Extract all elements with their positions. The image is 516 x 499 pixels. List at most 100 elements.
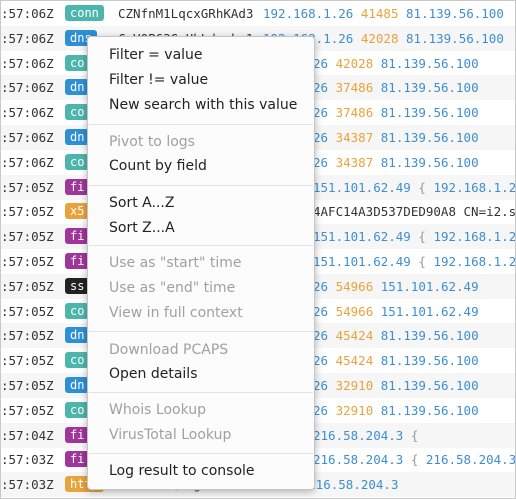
log-type-badge[interactable]: x5 [65, 203, 90, 219]
brace-text[interactable]: { [418, 229, 426, 244]
table-row[interactable]: :57:05Z co 26 54966 151.101.62.49 [1, 299, 515, 324]
log-type-badge[interactable]: co [65, 303, 90, 319]
ip-value[interactable]: 151.101.62.49 [313, 254, 411, 269]
filter-equals-item[interactable]: Filter = value [109, 47, 203, 63]
open-details-item[interactable]: Open details [109, 366, 198, 382]
table-row[interactable]: :57:05Z co 26 32910 81.139.56.100 [1, 398, 515, 423]
ip-value[interactable]: 216.58.204.3 [308, 477, 399, 492]
log-type-badge[interactable]: co [65, 104, 90, 120]
count-by-field-item[interactable]: Count by field [109, 158, 207, 174]
port-value[interactable]: 32910 [335, 403, 374, 418]
log-type-badge[interactable]: dn [65, 79, 90, 95]
port-value[interactable]: 45424 [335, 328, 374, 343]
table-row[interactable]: :57:06Z conn CZNfnM1LqcxGRhKAd3 192.168.1.2… [1, 1, 515, 26]
ip-value[interactable]: 26 [313, 155, 329, 170]
ip-value[interactable]: 81.139.56.100 [380, 378, 479, 393]
log-type-badge[interactable]: fi [65, 253, 90, 269]
ip-value[interactable]: 151.101.62.49 [380, 279, 479, 294]
ip-value[interactable]: 26 [313, 279, 329, 294]
log-type-badge[interactable]: fi [65, 427, 90, 443]
ip-value[interactable]: 151.101.62.49 [380, 304, 479, 319]
log-type-badge[interactable]: fi [65, 179, 90, 195]
ip-value[interactable]: 26 [313, 403, 329, 418]
sort-desc-item[interactable]: Sort Z...A [109, 220, 175, 236]
uid-value[interactable]: CZNfnM1LqcxGRhKAd3 [118, 6, 254, 21]
ip-value[interactable]: 192.168.1.2 [433, 229, 516, 244]
ip-value[interactable]: 216.58.204.3 [313, 452, 404, 467]
ip-value[interactable]: 81.139.56.100 [380, 80, 479, 95]
table-row[interactable]: :57:03Z fi 216.58.204.3 { 216.58.204.3 [1, 447, 515, 472]
row-fields: 26 34387 81.139.56.100 [313, 125, 479, 150]
ip-value[interactable]: 26 [313, 353, 329, 368]
table-row[interactable]: :57:06Z co 26 34387 81.139.56.100 [1, 150, 515, 175]
ip-value[interactable]: 151.101.62.49 [313, 180, 411, 195]
timestamp: :57:05Z [1, 204, 54, 219]
menu-separator [89, 185, 313, 186]
brace-text[interactable]: { [410, 428, 419, 443]
whois-lookup-item: Whois Lookup [109, 402, 207, 418]
ip-value[interactable]: 26 [313, 130, 329, 145]
context-menu: Filter = value Filter != value New search … [87, 36, 315, 490]
ip-value[interactable]: 26 [313, 56, 329, 71]
log-type-badge[interactable]: co [65, 402, 90, 418]
log-type-badge[interactable]: co [65, 154, 90, 170]
ip-value[interactable]: 151.101.62.49 [313, 229, 411, 244]
timestamp: :57:06Z [1, 31, 54, 46]
download-pcaps-item: Download PCAPS [109, 342, 229, 358]
log-type-badge[interactable]: dn [65, 377, 90, 393]
ip-value[interactable]: 192.168.1.2 [433, 180, 516, 195]
log-type-badge[interactable]: co [65, 352, 90, 368]
ip-value[interactable]: 81.139.56.100 [406, 31, 504, 46]
table-row[interactable]: :57:06Z co 26 37486 81.139.56.100 [1, 100, 515, 125]
port-value[interactable]: 45424 [335, 353, 374, 368]
filter-not-equals-item[interactable]: Filter != value [109, 72, 209, 88]
ip-value[interactable]: 26 [313, 304, 329, 319]
new-search-item[interactable]: New search with this value [109, 97, 298, 113]
table-row[interactable]: :57:05Z x5 4AFC14A3D537DED90A8 CN=i2.s [1, 199, 515, 224]
ip-value[interactable]: 26 [313, 378, 329, 393]
log-to-console-item[interactable]: Log result to console [109, 463, 255, 479]
ip-value[interactable]: 81.139.56.100 [380, 155, 479, 170]
port-value[interactable]: 37486 [335, 80, 374, 95]
log-type-badge[interactable]: conn [65, 5, 104, 21]
log-type-badge[interactable]: dn [65, 129, 90, 145]
port-value[interactable]: 54966 [335, 304, 374, 319]
row-fields: 26 32910 81.139.56.100 [313, 398, 479, 423]
ip-value[interactable]: 81.139.56.100 [406, 6, 504, 21]
ip-value[interactable]: 216.58.204.3 [425, 452, 516, 467]
log-type-badge[interactable]: fi [65, 228, 90, 244]
port-value[interactable]: 32910 [335, 378, 374, 393]
brace-text[interactable]: { [418, 254, 426, 269]
ip-value[interactable]: 81.139.56.100 [380, 403, 479, 418]
ip-value[interactable]: 216.58.204.3 [313, 428, 404, 443]
ip-value[interactable]: 26 [313, 80, 329, 95]
brace-text[interactable]: { [410, 452, 419, 467]
table-row[interactable]: :57:06Z co 26 42028 81.139.56.100 [1, 51, 515, 76]
log-type-badge[interactable]: fi [65, 451, 90, 467]
table-row[interactable]: :57:05Z co 26 45424 81.139.56.100 [1, 348, 515, 373]
port-value[interactable]: 42028 [360, 31, 399, 46]
ip-value[interactable]: 81.139.56.100 [380, 328, 479, 343]
port-value[interactable]: 37486 [335, 105, 374, 120]
ip-value[interactable]: 192.168.1.26 [263, 6, 354, 21]
ip-value[interactable]: 81.139.56.100 [380, 130, 479, 145]
cert-value[interactable]: 4AFC14A3D537DED90A8 CN=i2.s [313, 204, 516, 219]
port-value[interactable]: 54966 [335, 279, 374, 294]
timestamp: :57:06Z [1, 56, 54, 71]
brace-text[interactable]: { [418, 180, 426, 195]
port-value[interactable]: 41485 [360, 6, 399, 21]
ip-value[interactable]: 192.168.1.2 [433, 254, 516, 269]
log-type-badge[interactable]: ss [65, 278, 90, 294]
port-value[interactable]: 34387 [335, 155, 374, 170]
ip-value[interactable]: 81.139.56.100 [380, 105, 479, 120]
log-type-badge[interactable]: co [65, 55, 90, 71]
log-type-badge[interactable]: dn [65, 327, 90, 343]
sort-asc-item[interactable]: Sort A...Z [109, 195, 175, 211]
ip-value[interactable]: 81.139.56.100 [380, 56, 479, 71]
port-value[interactable]: 42028 [335, 56, 374, 71]
ip-value[interactable]: 26 [313, 328, 329, 343]
table-row[interactable]: :57:05Z fi 151.101.62.49 { 192.168.1.2 [1, 249, 515, 274]
ip-value[interactable]: 26 [313, 105, 329, 120]
ip-value[interactable]: 81.139.56.100 [380, 353, 479, 368]
port-value[interactable]: 34387 [335, 130, 374, 145]
